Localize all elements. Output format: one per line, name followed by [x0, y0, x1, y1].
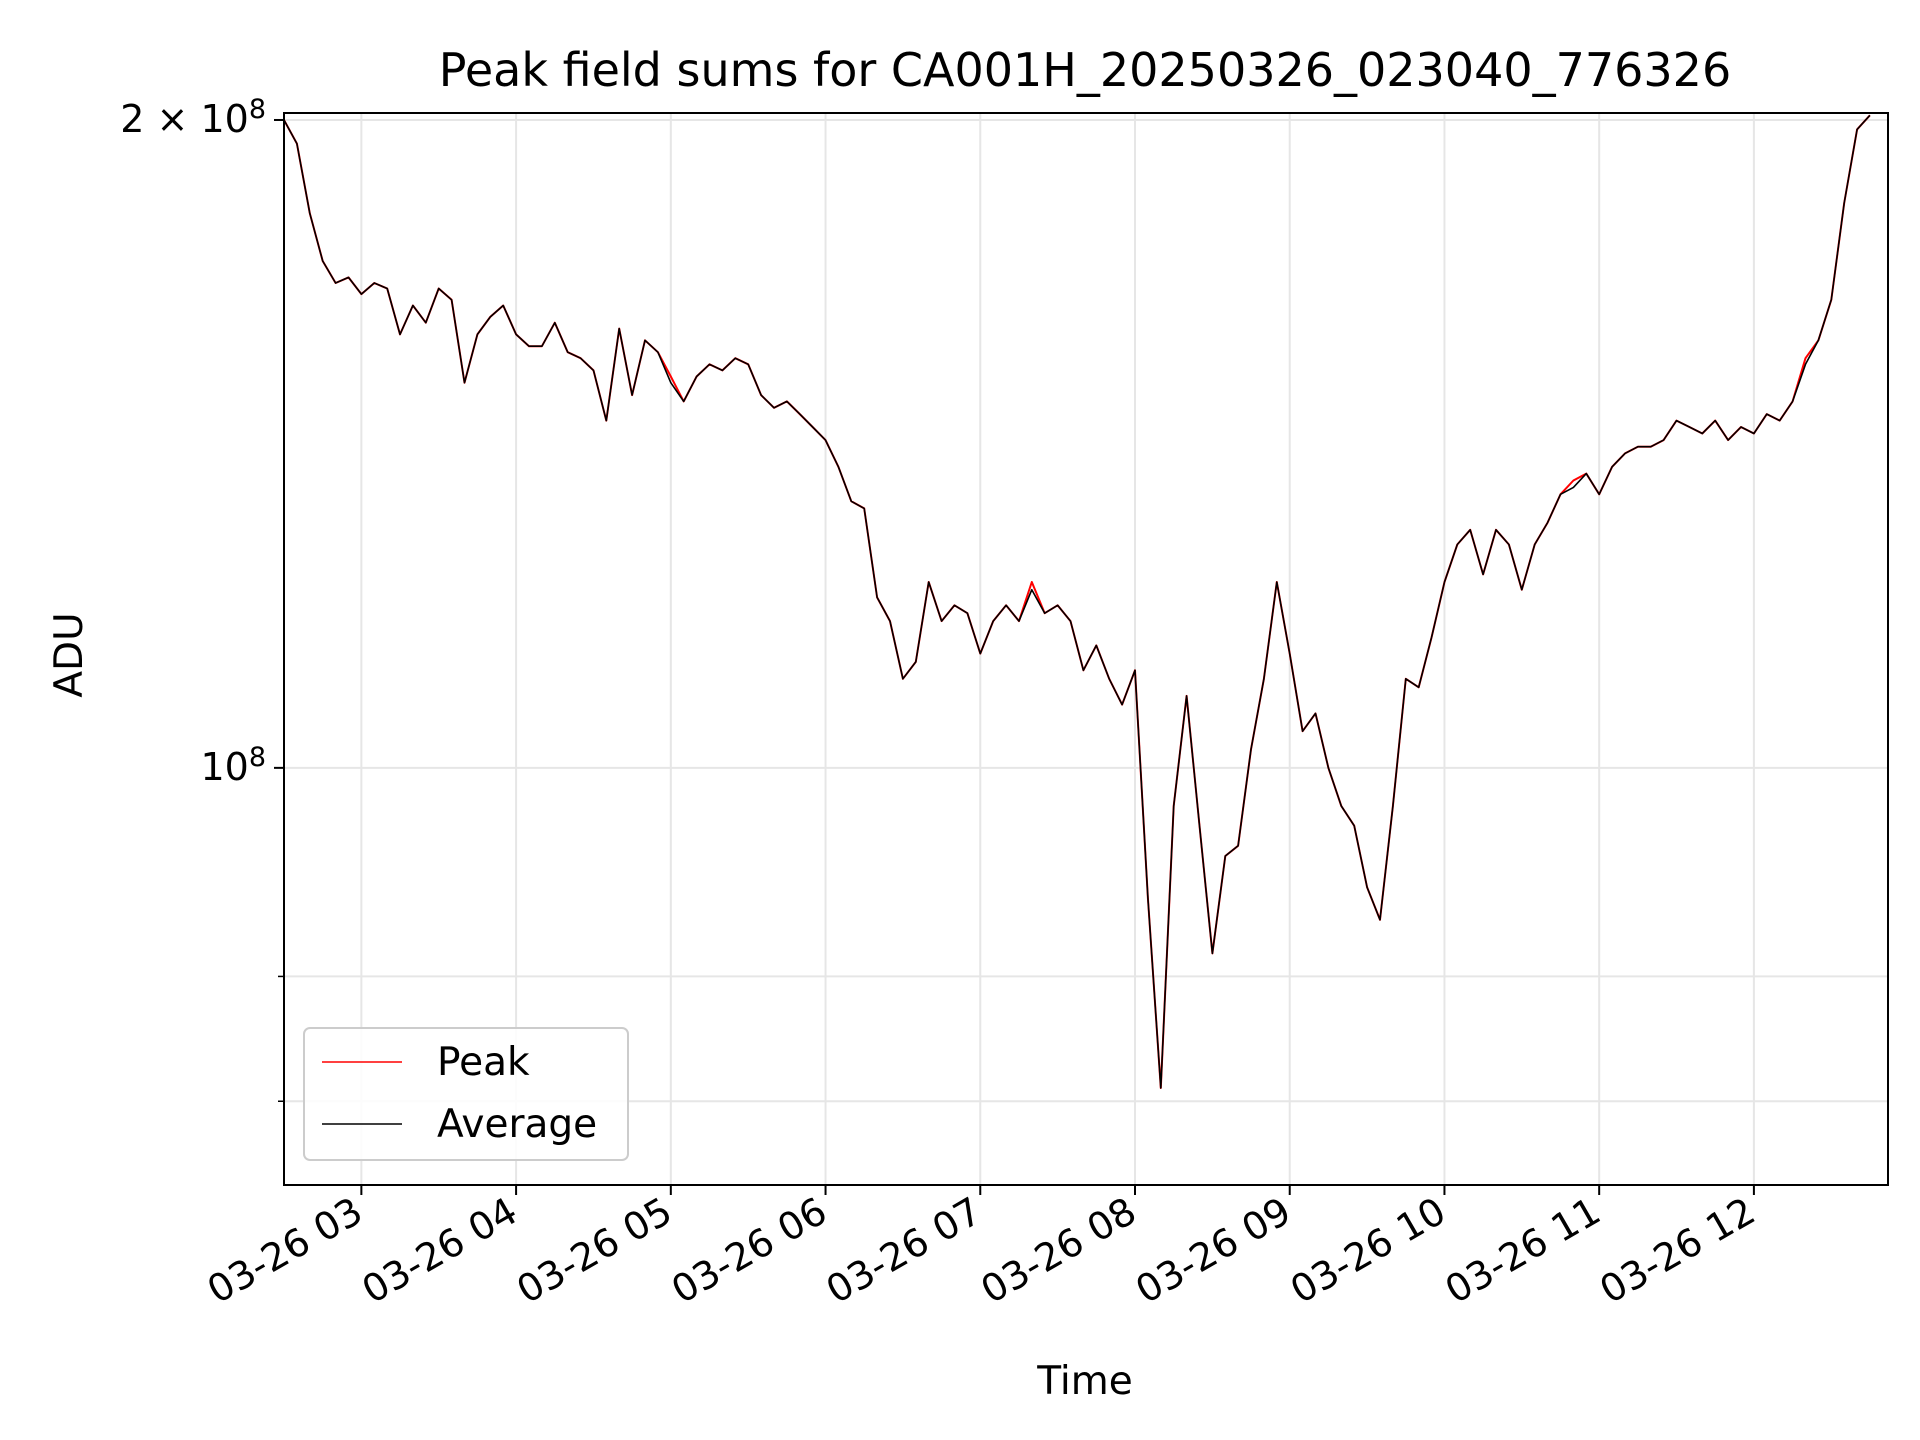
x-tick-label: 03-26 12: [1592, 1189, 1762, 1313]
legend: Peak Average: [303, 1027, 629, 1161]
x-tick-label: 03-26 10: [1283, 1189, 1453, 1313]
series-layer: [284, 114, 1871, 1089]
x-tick-label: 03-26 11: [1438, 1189, 1608, 1313]
x-axis-label: Time: [1036, 1359, 1132, 1404]
x-tick-label: 03-26 08: [974, 1189, 1144, 1313]
x-tick-label: 03-26 04: [355, 1189, 525, 1313]
y-axis-label: ADU: [47, 612, 92, 697]
legend-box: [303, 1027, 629, 1161]
y-tick-label: 2 × 108: [120, 94, 266, 141]
x-tick-label: 03-26 07: [819, 1189, 989, 1313]
chart-title: Peak field sums for CA001H_20250326_0230…: [439, 43, 1731, 97]
x-tick-label: 03-26 06: [664, 1189, 834, 1313]
y-tick-label: 108: [200, 742, 266, 789]
legend-average-label: Average: [437, 1102, 597, 1147]
x-tick-label: 03-26 05: [509, 1189, 679, 1313]
grid: [284, 113, 1888, 1185]
series-line-average: [284, 114, 1871, 1089]
legend-peak-label: Peak: [437, 1040, 530, 1085]
axes-frame: [283, 112, 1889, 1186]
series-line-peak: [284, 114, 1871, 1089]
x-tick-label: 03-26 09: [1128, 1189, 1298, 1313]
x-tick-label: 03-26 03: [200, 1189, 370, 1313]
y-axis-ticks: 108 2 × 108: [120, 94, 284, 1102]
